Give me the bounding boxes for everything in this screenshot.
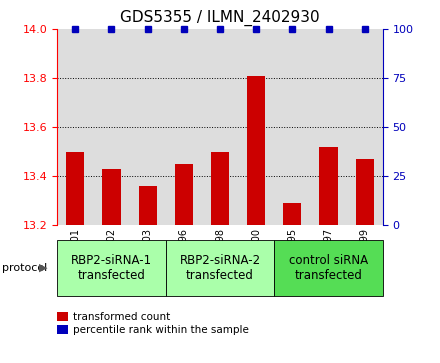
Bar bbox=[247, 76, 265, 225]
Bar bbox=[311, 29, 347, 225]
Bar bbox=[93, 29, 129, 225]
Bar bbox=[283, 203, 301, 225]
Bar bbox=[347, 29, 383, 225]
Bar bbox=[57, 29, 93, 225]
Text: percentile rank within the sample: percentile rank within the sample bbox=[73, 325, 249, 335]
Bar bbox=[129, 29, 166, 225]
Bar bbox=[238, 29, 274, 225]
Text: RBP2-siRNA-2
transfected: RBP2-siRNA-2 transfected bbox=[180, 254, 260, 282]
Text: protocol: protocol bbox=[2, 263, 48, 273]
Bar bbox=[202, 29, 238, 225]
Bar bbox=[166, 29, 202, 225]
Text: RBP2-siRNA-1
transfected: RBP2-siRNA-1 transfected bbox=[71, 254, 152, 282]
Bar bbox=[139, 186, 157, 225]
Bar bbox=[319, 147, 337, 225]
Title: GDS5355 / ILMN_2402930: GDS5355 / ILMN_2402930 bbox=[120, 10, 320, 26]
Text: control siRNA
transfected: control siRNA transfected bbox=[289, 254, 368, 282]
Bar bbox=[103, 169, 121, 225]
Bar bbox=[356, 159, 374, 225]
Bar bbox=[211, 151, 229, 225]
Bar bbox=[175, 164, 193, 225]
Text: ▶: ▶ bbox=[39, 263, 47, 273]
Text: transformed count: transformed count bbox=[73, 312, 170, 322]
Bar bbox=[66, 151, 84, 225]
Bar bbox=[274, 29, 311, 225]
